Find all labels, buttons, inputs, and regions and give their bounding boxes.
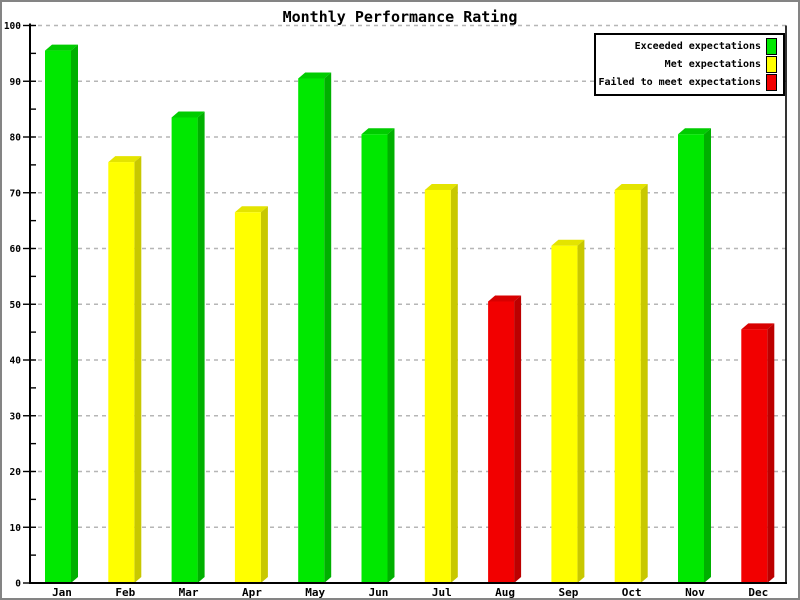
bar-nov (678, 134, 704, 583)
bar-top-oct (614, 183, 648, 190)
bar-side-jun (387, 128, 395, 583)
y-axis-label: 70 (10, 188, 22, 199)
x-axis-label-may: May (305, 586, 325, 598)
bar-top-apr (234, 206, 268, 213)
bar-side-apr (260, 206, 268, 583)
legend-row-exceeded: Exceeded expectations (598, 38, 777, 56)
bar-top-nov (678, 128, 711, 135)
x-axis-label-feb: Feb (115, 586, 135, 598)
y-axis-label: 80 (10, 133, 22, 144)
y-axis-label: 100 (4, 21, 21, 32)
x-axis-label-jun: Jun (369, 586, 389, 598)
bar-side-feb (134, 156, 142, 583)
y-axis-label: 60 (10, 244, 22, 255)
x-axis-label-sep: Sep (558, 586, 578, 598)
y-axis-label: 10 (10, 523, 22, 534)
bar-top-feb (108, 156, 142, 163)
bar-dec (741, 329, 768, 583)
bar-top-jan (45, 44, 78, 51)
bar-side-jan (71, 44, 78, 583)
bar-aug (488, 301, 515, 583)
bar-top-sep (551, 239, 585, 246)
bar-jan (45, 50, 71, 583)
legend-swatch-met (766, 56, 777, 73)
bar-top-mar (171, 111, 205, 118)
bar-jul (424, 189, 451, 583)
bar-side-may (324, 72, 332, 584)
bar-side-dec (767, 323, 775, 583)
bar-top-jul (424, 183, 458, 190)
y-axis-label: 20 (10, 467, 22, 478)
legend-box: Exceeded expectations Met expectations Fai… (594, 33, 785, 96)
bar-mar (171, 117, 198, 584)
y-axis-label: 0 (15, 579, 21, 590)
y-axis-label: 90 (10, 77, 22, 88)
legend-row-failed: Failed to meet expectations (598, 74, 777, 92)
bar-side-aug (514, 295, 522, 583)
y-axis-label: 30 (10, 411, 22, 422)
bar-side-mar (197, 111, 205, 584)
x-axis-label-jul: Jul (432, 586, 452, 598)
bar-side-oct (640, 183, 648, 583)
bar-sep (551, 245, 578, 583)
legend-label-exceeded: Exceeded expectations (634, 41, 761, 52)
y-axis-label: 50 (10, 300, 22, 311)
bar-top-jun (361, 128, 395, 135)
x-axis-label-mar: Mar (179, 586, 199, 598)
bar-side-sep (577, 239, 585, 583)
legend-label-failed: Failed to meet expectations (598, 77, 761, 88)
bar-oct (614, 189, 641, 583)
legend-row-met: Met expectations (598, 56, 777, 74)
x-axis-label-aug: Aug (495, 586, 515, 598)
bar-side-nov (704, 128, 711, 583)
bar-top-may (298, 72, 332, 79)
legend-swatch-failed (766, 74, 777, 91)
bar-jun (361, 134, 388, 583)
bar-top-aug (488, 295, 522, 302)
chart-title: Monthly Performance Rating (282, 8, 518, 26)
bar-feb (108, 162, 135, 583)
x-axis-label-jan: Jan (52, 586, 72, 598)
bar-may (298, 78, 325, 584)
bar-side-jul (450, 183, 458, 583)
x-axis-label-nov: Nov (685, 586, 705, 598)
legend-label-met: Met expectations (664, 59, 761, 70)
bar-top-dec (741, 323, 775, 330)
legend-swatch-exceeded (766, 38, 777, 55)
x-axis-label-apr: Apr (242, 586, 262, 598)
x-axis-label-dec: Dec (748, 586, 768, 598)
bar-apr (234, 212, 261, 583)
y-axis-label: 40 (10, 356, 22, 367)
x-axis-label-oct: Oct (622, 586, 642, 598)
